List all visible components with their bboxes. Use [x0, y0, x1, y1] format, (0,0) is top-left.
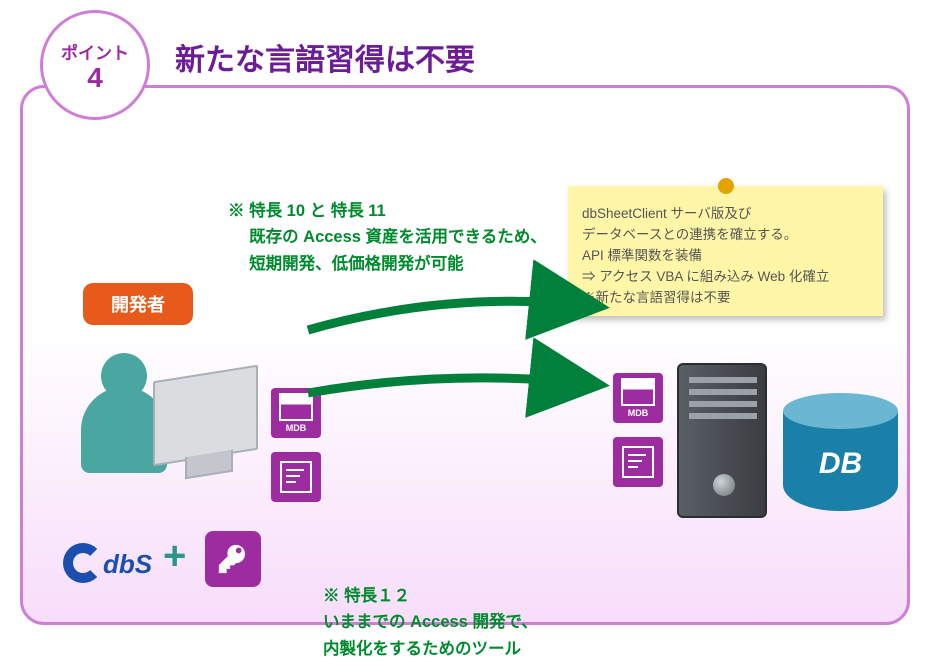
note-top-l2: 既存の Access 資産を活用できるため、 — [228, 224, 547, 250]
sticky-l5: ※新たな言語習得は不要 — [582, 288, 871, 309]
crescent-icon — [63, 543, 103, 583]
db-label: DB — [783, 447, 898, 481]
dbs-logo: dbS — [63, 543, 152, 583]
note-top-l1: ※ 特長 10 と 特長 11 — [228, 198, 547, 224]
db-top — [783, 393, 898, 429]
server-icon — [677, 363, 767, 518]
mdb-file-icon: MDB — [271, 388, 321, 438]
mdb-label: MDB — [286, 423, 307, 433]
plus-icon: + — [163, 534, 186, 579]
sticky-l4: ⇒ アクセス VBA に組み込み Web 化確立 — [582, 267, 871, 288]
pin-icon — [718, 178, 734, 194]
developer-label: 開発者 — [83, 283, 193, 325]
point-label: ポイント — [61, 39, 129, 64]
main-panel: ※ 特長 10 と 特長 11 既存の Access 資産を活用できるため、 短… — [20, 85, 910, 625]
sticky-l1: dbSheetClient サーバ版及び — [582, 204, 871, 225]
developer-figure: dbS + — [63, 353, 263, 583]
note-bottom-l3: 内製化をするためのツール — [323, 636, 538, 662]
access-key-icon — [205, 531, 261, 587]
mdb-file-icon: MDB — [613, 373, 663, 423]
note-top: ※ 特長 10 と 特長 11 既存の Access 資産を活用できるため、 短… — [228, 198, 547, 277]
mdb-label: MDB — [628, 408, 649, 418]
point-number: 4 — [87, 64, 103, 92]
sticky-l3: API 標準関数を装備 — [582, 246, 871, 267]
sticky-note: dbSheetClient サーバ版及び データベースとの連携を確立する。 AP… — [568, 186, 883, 316]
monitor-icon — [153, 365, 258, 467]
form-file-icon — [613, 437, 663, 487]
note-bottom: ※ 特長１２ いままでの Access 開発で、 内製化をするためのツール — [323, 583, 538, 662]
page-title: 新たな言語習得は不要 — [175, 35, 475, 79]
left-file-icons: MDB — [271, 388, 321, 516]
right-file-icons: MDB — [613, 373, 663, 501]
point-badge: ポイント 4 — [40, 10, 150, 120]
note-bottom-l1: ※ 特長１２ — [323, 583, 538, 609]
database-icon: DB — [783, 393, 898, 513]
sticky-l2: データベースとの連携を確立する。 — [582, 225, 871, 246]
note-top-l3: 短期開発、低価格開発が可能 — [228, 251, 547, 277]
person-head-icon — [101, 353, 147, 399]
note-bottom-l2: いままでの Access 開発で、 — [323, 609, 538, 635]
dbs-text: dbS — [103, 549, 152, 579]
form-file-icon — [271, 452, 321, 502]
